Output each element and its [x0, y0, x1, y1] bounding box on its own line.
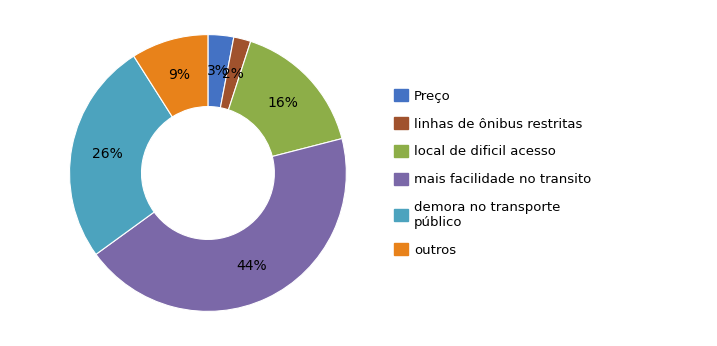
Wedge shape: [220, 37, 251, 110]
Text: 26%: 26%: [92, 147, 123, 161]
Wedge shape: [229, 42, 342, 156]
Text: 3%: 3%: [206, 64, 229, 78]
Legend: Preço, linhas de ônibus restritas, local de dificil acesso, mais facilidade no t: Preço, linhas de ônibus restritas, local…: [394, 89, 592, 257]
Text: 44%: 44%: [236, 259, 267, 273]
Text: 16%: 16%: [267, 96, 298, 110]
Wedge shape: [208, 35, 234, 108]
Text: 9%: 9%: [168, 68, 190, 82]
Wedge shape: [96, 139, 346, 311]
Wedge shape: [70, 56, 172, 254]
Wedge shape: [134, 35, 208, 117]
Text: 2%: 2%: [222, 67, 244, 81]
